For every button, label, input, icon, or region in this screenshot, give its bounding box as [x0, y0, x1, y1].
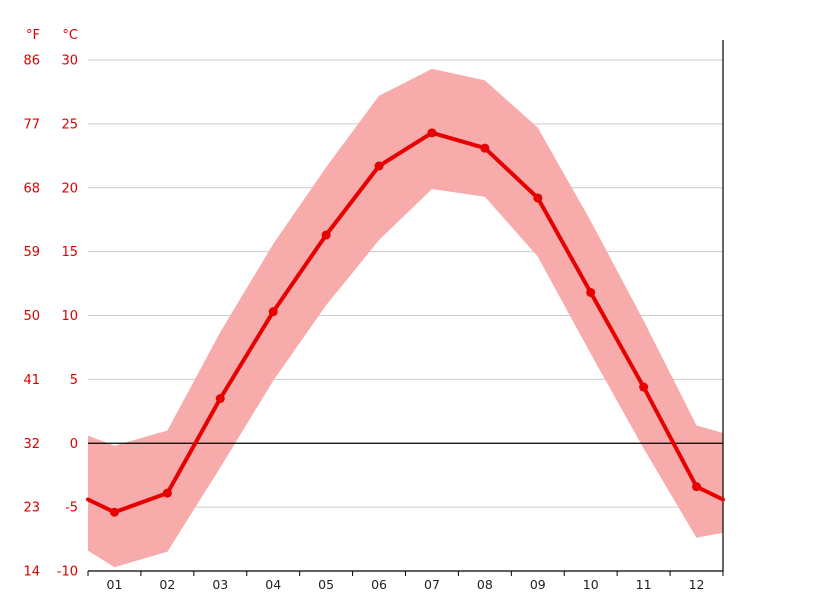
x-tick-month-label: 06: [371, 577, 387, 592]
x-tick-month-label: 02: [159, 577, 175, 592]
data-point: [533, 193, 543, 203]
y-tick-f-label: 41: [23, 373, 40, 388]
y-tick-f-label: 32: [23, 437, 40, 452]
x-tick-month-label: 12: [689, 577, 705, 592]
data-point: [268, 307, 278, 317]
y-tick-c-label: -10: [57, 565, 78, 580]
y-tick-f-label: 86: [23, 54, 40, 69]
data-point: [480, 143, 490, 153]
y-tick-f-label: 77: [23, 117, 40, 132]
x-tick-month-label: 04: [265, 577, 281, 592]
x-tick-month-label: 03: [212, 577, 228, 592]
y-tick-f-label: 59: [23, 245, 40, 260]
y-tick-c-label: 5: [70, 373, 78, 388]
data-point: [162, 488, 172, 498]
x-tick-month-label: 10: [583, 577, 599, 592]
y-tick-c-label: 25: [61, 117, 78, 132]
temperature-range-band: [88, 68, 723, 568]
y-tick-c-label: 10: [61, 309, 78, 324]
data-point: [586, 288, 596, 298]
data-point: [109, 507, 119, 517]
y-tick-f-label: 23: [23, 501, 40, 516]
x-tick-month-label: 01: [107, 577, 123, 592]
y-tick-c-label: -5: [65, 501, 78, 516]
data-point: [427, 128, 437, 138]
x-tick-month-label: 08: [477, 577, 493, 592]
data-point: [692, 482, 702, 492]
data-point: [374, 161, 384, 171]
y-tick-c-label: 15: [61, 245, 78, 260]
y-tick-f-label: 14: [23, 565, 40, 580]
y-tick-c-label: 0: [70, 437, 78, 452]
y-tick-c-label: 30: [61, 54, 78, 69]
data-point: [215, 394, 225, 404]
x-tick-month-label: 05: [318, 577, 334, 592]
y-tick-f-label: 68: [23, 181, 40, 196]
x-tick-month-label: 09: [530, 577, 546, 592]
unit-f-label: °F: [26, 28, 40, 43]
x-tick-month-label: 11: [636, 577, 652, 592]
data-point: [639, 382, 649, 392]
x-tick-month-label: 07: [424, 577, 440, 592]
unit-c-label: °C: [62, 28, 78, 43]
mean-temperature-line: [86, 130, 725, 515]
data-point: [321, 230, 331, 240]
y-tick-f-label: 50: [23, 309, 40, 324]
y-tick-c-label: 20: [61, 181, 78, 196]
